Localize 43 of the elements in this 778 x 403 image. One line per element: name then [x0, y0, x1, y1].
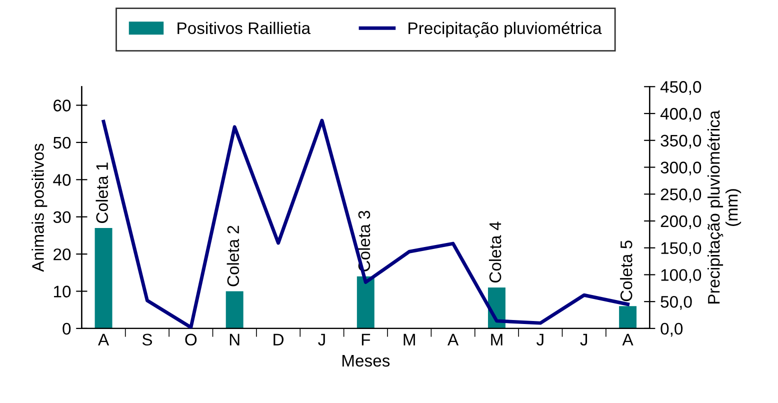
y2-tick-label: 50,0	[660, 296, 692, 310]
x-tick-label: J	[318, 334, 325, 346]
x-tick-label: J	[536, 334, 544, 346]
y2-tick-label: 150,0	[661, 242, 702, 256]
x-tick-label: A	[448, 334, 459, 346]
bar	[619, 306, 637, 328]
y-tick-label: 20	[54, 248, 71, 260]
x-tick-label: N	[230, 334, 240, 346]
y2-tick-label: 100,0	[661, 269, 702, 283]
legend-label: Precipitação pluviométrica	[408, 22, 602, 38]
y-tick-label: 40	[53, 174, 71, 186]
y2-tick-label: 200,0	[660, 215, 702, 230]
x-tick-label: D	[274, 334, 284, 346]
y2-axis-title: Precipitação pluviométrica (mm)	[707, 110, 742, 304]
x-tick-label: M	[491, 334, 502, 346]
data-label: Coleta 5	[620, 240, 632, 302]
y-axis-title: Animais positivos	[32, 144, 48, 272]
data-label: Coleta 2	[226, 226, 240, 286]
y2-tick-label: 350,0	[660, 134, 702, 149]
data-label: Coleta 4	[488, 222, 502, 283]
x-tick-label: F	[362, 334, 370, 346]
y2-tick-label: 300,0	[660, 162, 702, 176]
x-axis-title: Meses	[342, 355, 390, 367]
bar	[356, 276, 374, 328]
y-tick-label: 30	[53, 211, 71, 224]
x-tick-label: O	[185, 334, 197, 346]
x-tick-label: A	[98, 334, 110, 346]
y-tick-label: 50	[53, 136, 71, 149]
y-tick-label: 60	[54, 100, 71, 112]
bar	[226, 291, 244, 328]
y-tick-label: 0	[62, 322, 71, 335]
data-label: Coleta 1	[96, 162, 108, 223]
y2-tick-label: 0,0	[660, 322, 683, 337]
y2-tick-label: 250,0	[660, 188, 702, 202]
x-tick-label: A	[622, 334, 634, 346]
y2-tick-label: 400,0	[660, 108, 702, 122]
y2-tick-label: 450,0	[660, 81, 702, 95]
x-tick-label: S	[142, 334, 152, 346]
x-tick-label: J	[580, 334, 588, 346]
x-tick-label: M	[404, 334, 415, 346]
y-tick-label: 10	[54, 286, 71, 298]
legend-label: Positivos Raillietia	[178, 22, 311, 34]
bar	[94, 228, 112, 328]
